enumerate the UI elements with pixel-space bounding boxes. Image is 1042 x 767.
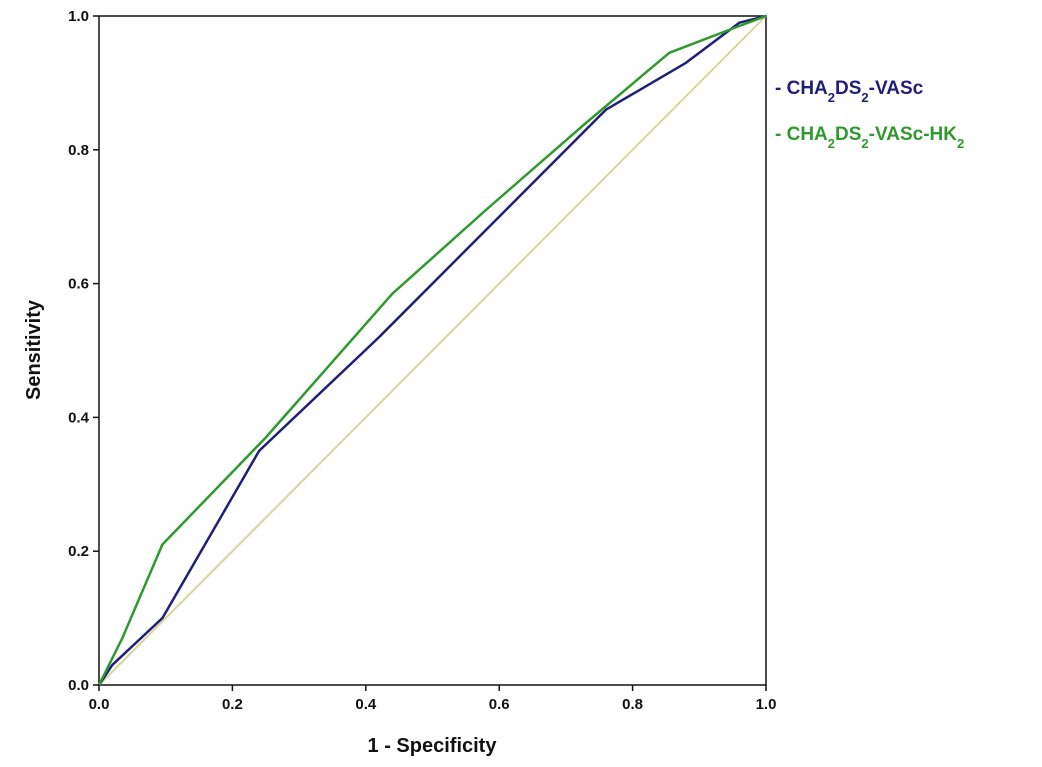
legend-subscript: 2 xyxy=(861,90,868,105)
legend-dash: - xyxy=(775,78,787,99)
y-tick-label: 1.0 xyxy=(68,8,89,25)
legend-item-1: - CHA2DS2-VASc xyxy=(775,78,924,105)
legend-subscript: 2 xyxy=(828,136,835,151)
y-axis-title: Sensitivity xyxy=(23,299,45,400)
legend: - CHA2DS2-VASc- CHA2DS2-VASc-HK2 xyxy=(775,78,964,151)
axis-layer: 0.0 0.2 0.4 0.6 0.8 1.0 0.0 0.2 0.4 0.6 0.8 1.0 xyxy=(68,8,776,713)
y-tick-label: 0.6 xyxy=(68,276,89,293)
x-tick-label: 1.0 xyxy=(756,696,777,713)
legend-text: -VASc-HK xyxy=(869,124,958,145)
y-tick-label: 0.2 xyxy=(68,543,89,560)
legend-subscript: 2 xyxy=(957,136,964,151)
legend-subscript: 2 xyxy=(861,136,868,151)
legend-text: -VASc xyxy=(869,78,924,99)
series-layer xyxy=(97,14,767,686)
reference-diagonal-line xyxy=(98,15,767,686)
x-axis-title: 1 - Specificity xyxy=(368,735,498,757)
legend-text: DS xyxy=(835,124,861,145)
legend-text: CHA xyxy=(787,78,828,99)
legend-subscript: 2 xyxy=(828,90,835,105)
x-tick-label: 0.8 xyxy=(622,696,643,713)
series-line-2 xyxy=(97,14,767,686)
x-tick-label: 0.6 xyxy=(489,696,510,713)
legend-item-2: - CHA2DS2-VASc-HK2 xyxy=(775,124,964,151)
plot-frame xyxy=(98,15,767,686)
y-tick-label: 0.8 xyxy=(68,142,89,159)
y-tick-label: 0.4 xyxy=(68,409,90,426)
x-tick-label: 0.0 xyxy=(89,696,110,713)
legend-dash: - xyxy=(775,124,787,145)
legend-text: CHA xyxy=(787,124,828,145)
y-tick-label: 0.0 xyxy=(68,677,89,694)
legend-text: DS xyxy=(835,78,861,99)
series-line-1 xyxy=(97,14,767,686)
x-tick-label: 0.2 xyxy=(222,696,243,713)
x-tick-label: 0.4 xyxy=(355,696,377,713)
